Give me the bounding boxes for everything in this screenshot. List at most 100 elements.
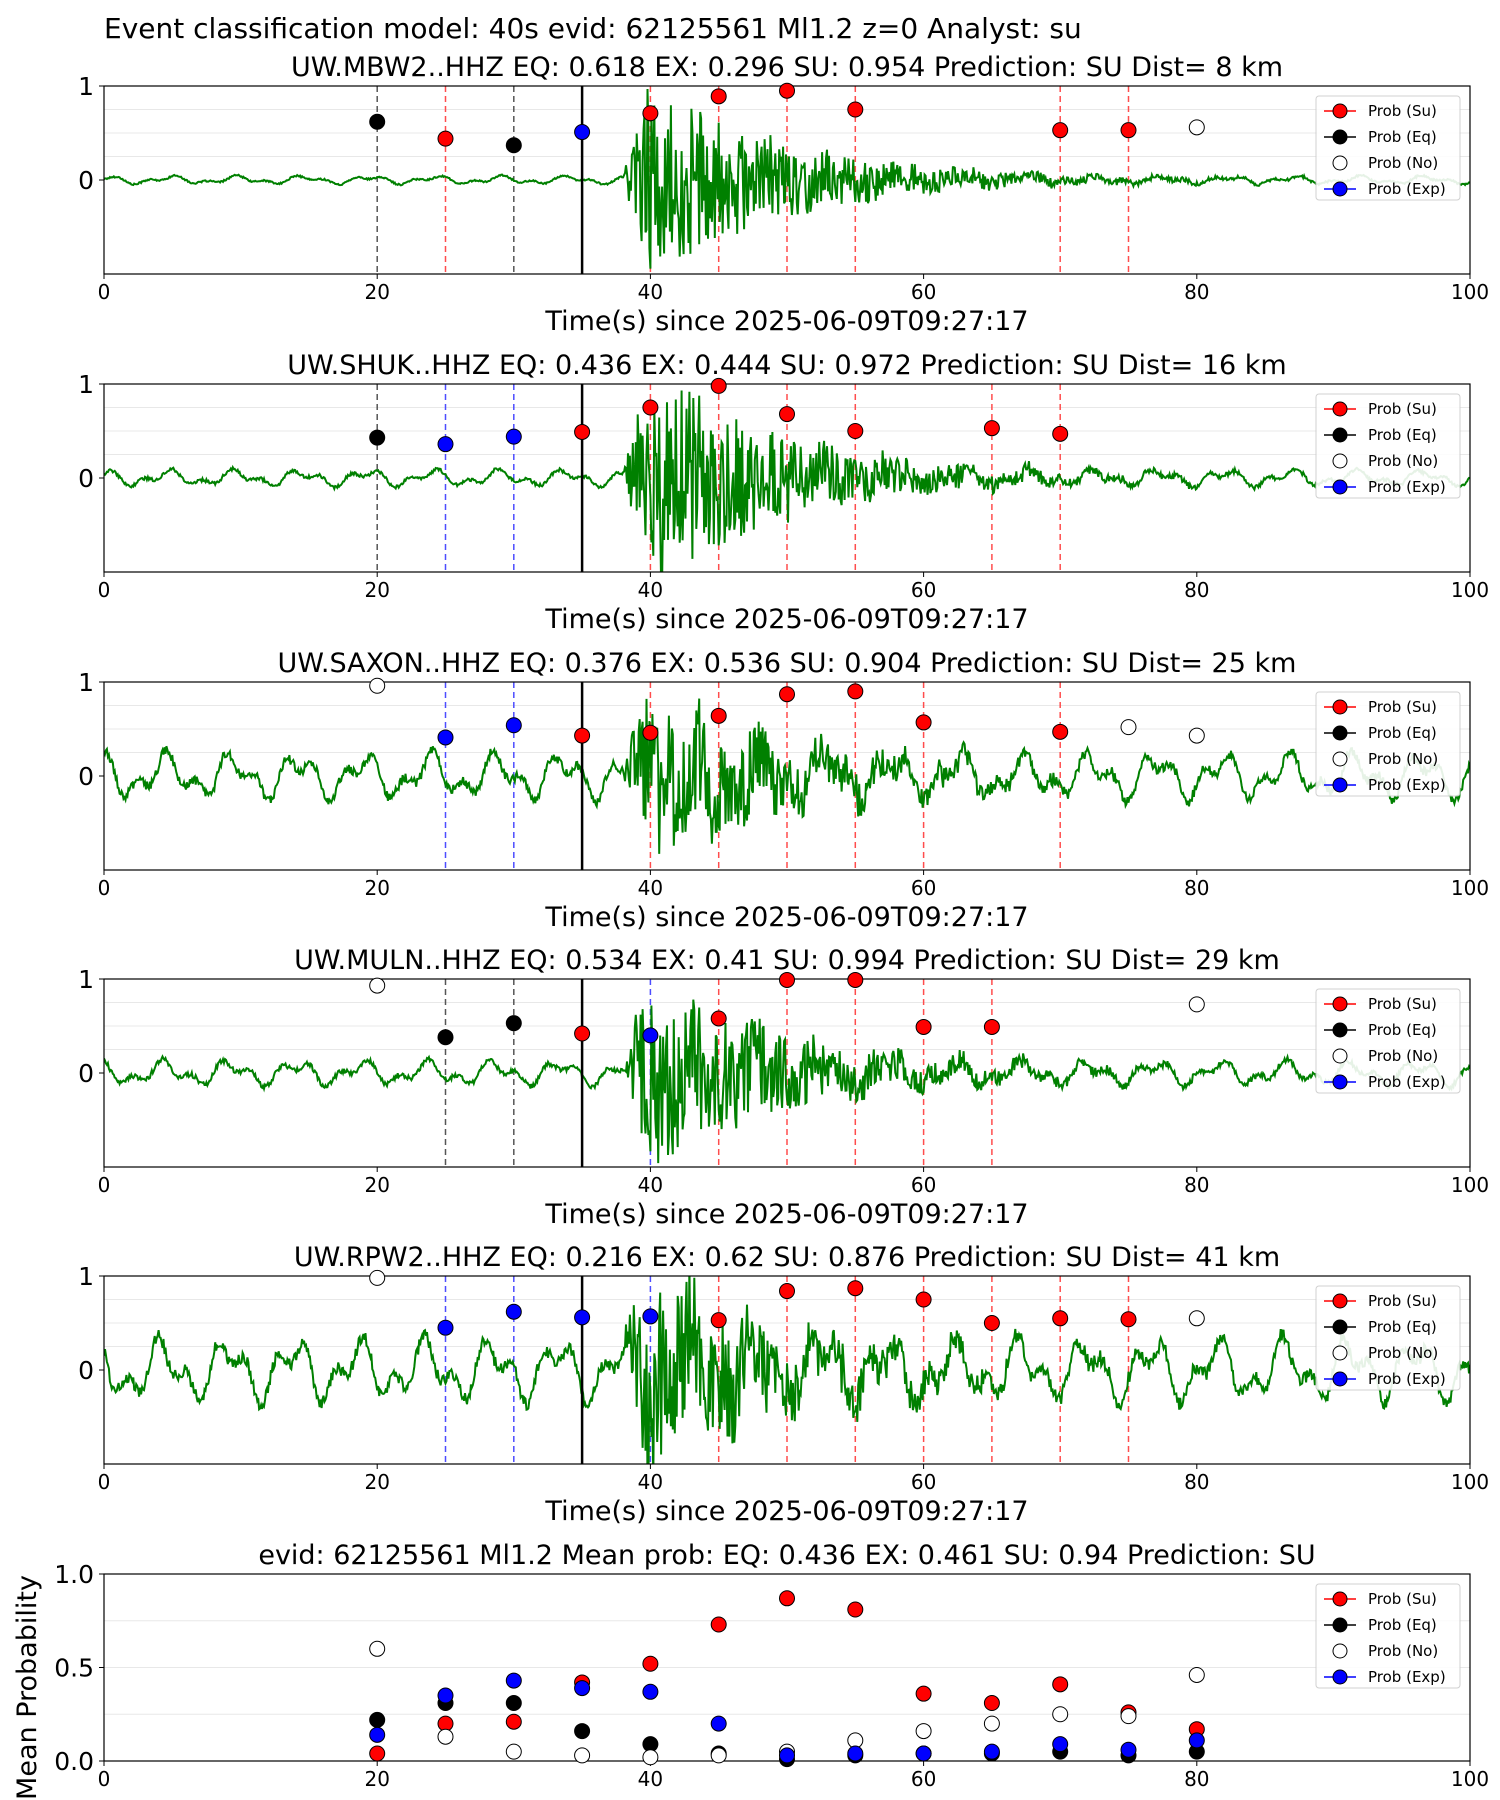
point-su [710, 377, 727, 394]
point-su [983, 1315, 1000, 1331]
legend-marker-su [1332, 1591, 1348, 1607]
legend-marker-no [1332, 155, 1348, 171]
legend-marker-no [1332, 1048, 1348, 1064]
x-axis-label: Time(s) since 2025-06-09T09:27:17 [544, 604, 1028, 635]
point-exp [1188, 1732, 1205, 1749]
point-su [710, 1312, 727, 1329]
point-exp [574, 1309, 591, 1326]
legend-box [1315, 1583, 1461, 1689]
legend: Prob (Su) Prob (Eq) Prob (No) Prob (Exp) [1315, 1285, 1461, 1391]
waveform-trace [104, 390, 1470, 572]
waveform-trace [104, 999, 1470, 1164]
point-exp [1120, 1741, 1137, 1758]
point-su [779, 686, 795, 703]
x-tick-label: 20 [364, 280, 389, 304]
y-tick-label: 0 [78, 762, 94, 791]
point-su [1120, 1311, 1137, 1328]
point-su [915, 1018, 932, 1035]
point-su [847, 101, 864, 118]
legend-marker-no [1332, 751, 1348, 767]
legend-label-eq: Prob (Eq) [1368, 1318, 1437, 1336]
x-axis-label: Time(s) since 2025-06-09T09:27:17 [544, 902, 1028, 933]
point-exp [437, 1319, 454, 1336]
x-tick-label: 100 [1451, 578, 1489, 602]
y-tick-label: 1.0 [54, 1560, 94, 1589]
point-exp [779, 1747, 795, 1764]
x-tick-label: 80 [1184, 1470, 1209, 1494]
waveform-trace [104, 1276, 1470, 1464]
point-eq [505, 137, 522, 154]
point-su [1052, 1310, 1069, 1327]
point-no [369, 677, 386, 694]
point-su [710, 707, 727, 724]
x-tick-label: 0 [98, 280, 111, 304]
point-su [779, 971, 795, 988]
point-exp [505, 1303, 522, 1320]
legend: Prob (Su) Prob (Eq) Prob (No) Prob (Exp) [1315, 393, 1461, 499]
point-no [505, 1743, 522, 1760]
x-tick-label: 60 [911, 1470, 936, 1494]
point-eq [437, 1029, 454, 1046]
point-exp [437, 436, 454, 453]
point-su [847, 683, 864, 700]
panel-4: UW.MULN..HHZ EQ: 0.534 EX: 0.41 SU: 0.99… [78, 945, 1489, 1230]
y-tick-label: 0 [78, 1356, 94, 1385]
y-tick-label: 0 [78, 1059, 94, 1088]
point-exp [574, 124, 591, 141]
point-su [779, 1590, 795, 1607]
point-su [574, 1025, 591, 1042]
x-tick-label: 0 [98, 1470, 111, 1494]
legend-marker-su [1332, 103, 1348, 119]
legend-marker-su [1332, 401, 1348, 417]
y-tick-label: 1 [78, 668, 94, 697]
point-su [847, 423, 864, 439]
y-tick-label: 1 [78, 965, 94, 994]
legend-label-exp: Prob (Exp) [1368, 776, 1446, 794]
point-exp [915, 1745, 932, 1762]
legend-label-no: Prob (No) [1368, 1642, 1438, 1660]
point-su [779, 406, 795, 423]
point-eq [369, 1711, 386, 1728]
point-exp [1052, 1736, 1069, 1753]
point-eq [369, 429, 386, 446]
legend: Prob (Su) Prob (Eq) Prob (No) Prob (Exp) [1315, 1583, 1461, 1689]
point-su [642, 399, 659, 416]
legend-label-su: Prob (Su) [1368, 400, 1437, 418]
point-su [983, 1695, 1000, 1712]
legend-label-no: Prob (No) [1368, 452, 1438, 470]
point-su [574, 727, 591, 744]
point-su [1052, 122, 1069, 139]
point-no [983, 1715, 1000, 1732]
point-no [1188, 1310, 1205, 1327]
point-no [915, 1723, 932, 1740]
panel-3: UW.SAXON..HHZ EQ: 0.376 EX: 0.536 SU: 0.… [78, 648, 1489, 933]
point-su [847, 1280, 864, 1297]
legend-box [1315, 95, 1461, 201]
legend-label-no: Prob (No) [1368, 1047, 1438, 1065]
point-su [642, 724, 659, 741]
legend-box [1315, 393, 1461, 499]
point-no [642, 1749, 659, 1766]
point-su [915, 1685, 932, 1702]
legend-label-exp: Prob (Exp) [1368, 1668, 1446, 1686]
panel-6: evid: 62125561 Ml1.2 Mean prob: EQ: 0.43… [12, 1540, 1489, 1800]
point-exp [983, 1743, 1000, 1760]
point-su [1052, 425, 1069, 442]
point-exp [505, 717, 522, 734]
legend-marker-eq [1332, 1022, 1348, 1038]
panel-title: UW.SHUK..HHZ EQ: 0.436 EX: 0.444 SU: 0.9… [287, 350, 1286, 381]
legend-label-eq: Prob (Eq) [1368, 1616, 1437, 1634]
y-tick-label: 0.0 [54, 1747, 94, 1776]
x-tick-label: 60 [911, 280, 936, 304]
panel-2: UW.SHUK..HHZ EQ: 0.436 EX: 0.444 SU: 0.9… [78, 350, 1489, 635]
point-su [642, 105, 659, 122]
legend-box [1315, 988, 1461, 1094]
y-tick-label: 1 [78, 72, 94, 101]
legend-marker-eq [1332, 427, 1348, 443]
legend-marker-su [1332, 1293, 1348, 1309]
x-tick-label: 40 [638, 280, 663, 304]
legend-label-eq: Prob (Eq) [1368, 128, 1437, 146]
panel-title: UW.MULN..HHZ EQ: 0.534 EX: 0.41 SU: 0.99… [294, 945, 1280, 976]
point-exp [710, 1715, 727, 1732]
x-tick-label: 80 [1184, 876, 1209, 900]
